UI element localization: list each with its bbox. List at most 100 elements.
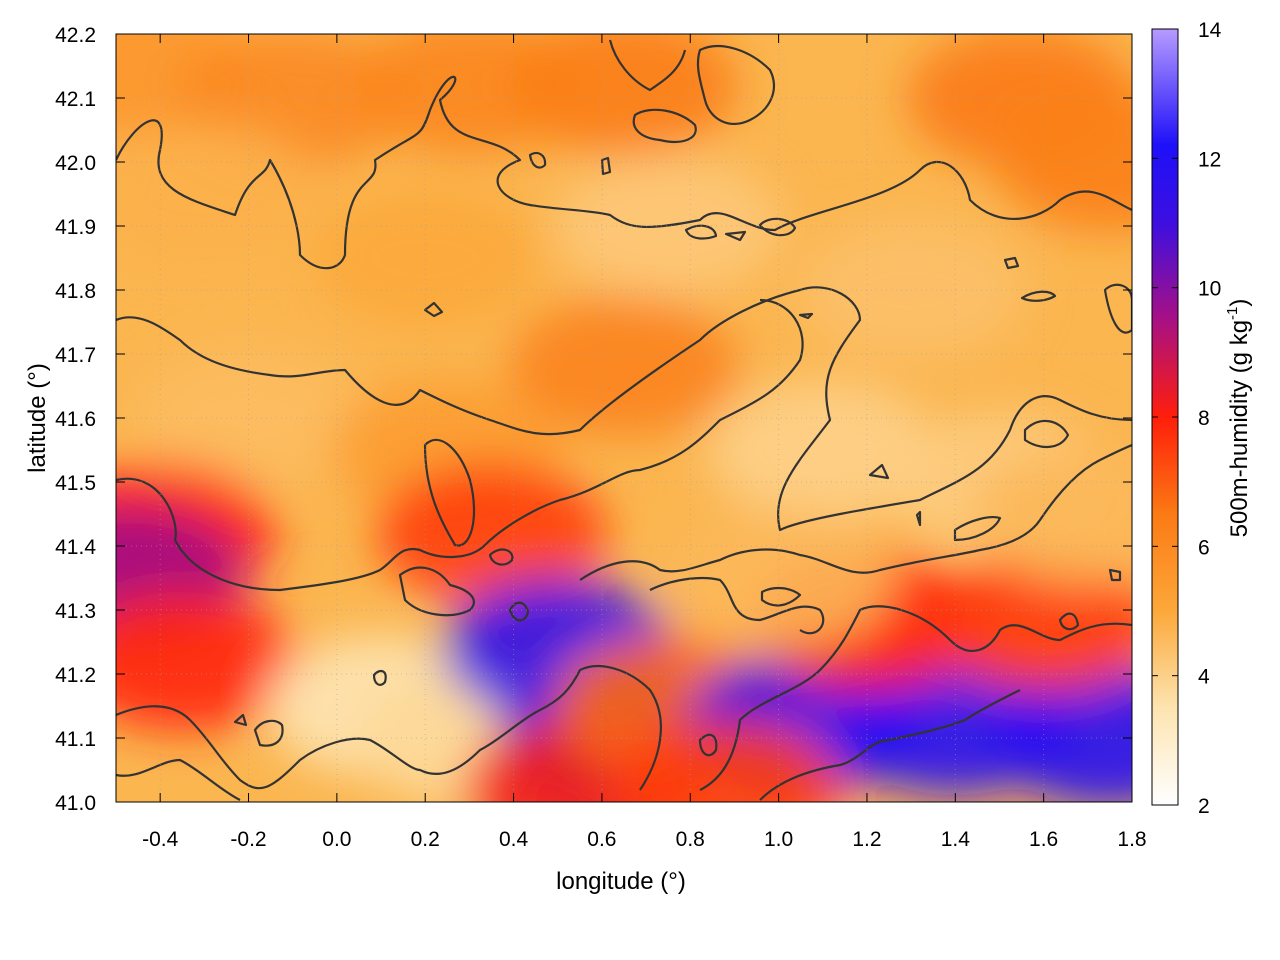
contour-line (758, 217, 797, 237)
contour-lines (116, 39, 1132, 801)
humidity-field-sample (994, 668, 1132, 802)
y-tick-label: 41.0 (55, 792, 96, 815)
y-tick-label: 41.8 (55, 280, 96, 303)
contour-line (632, 108, 697, 143)
y-tick-label: 42.0 (55, 152, 96, 175)
x-tick-label: 1.2 (852, 828, 881, 851)
x-tick-label: -0.2 (230, 828, 266, 851)
x-tick-label: 0.0 (322, 828, 351, 851)
contour-line (684, 224, 718, 240)
plot-area (115, 33, 1133, 803)
contour-line (1108, 568, 1122, 582)
y-tick-label: 41.1 (55, 728, 96, 751)
contour-line (579, 443, 1132, 581)
contour-line (488, 548, 514, 566)
colorbar-tick-marks (1152, 28, 1178, 806)
humidity-field-sample (707, 380, 938, 520)
y-tick-label: 41.4 (55, 536, 96, 559)
contour-line (253, 719, 284, 747)
humidity-field-sample (509, 296, 739, 437)
y-tick-label: 41.6 (55, 408, 96, 431)
humidity-field (116, 34, 1132, 802)
contour-line (600, 156, 612, 176)
contour-line (760, 586, 802, 607)
x-axis-label: longitude (°) (556, 868, 686, 895)
contour-line (699, 605, 1132, 791)
y-axis-label: latitude (°) (24, 363, 51, 473)
plot-frame (115, 33, 1133, 803)
humidity-field-sample (610, 719, 841, 802)
contour-line (1020, 290, 1057, 302)
humidity-field-sample (509, 34, 739, 156)
contour-line (116, 286, 1132, 532)
x-axis-tick-labels: -0.4 -0.2 0.0 0.2 0.4 0.6 0.8 1.0 1.2 1.4 1.6 1.8 (142, 828, 1147, 851)
colorbar-tick-label: 6 (1198, 536, 1210, 559)
colorbar-tick-labels: 2 4 6 8 10 12 14 (1198, 19, 1222, 818)
x-tick-label: 1.6 (1029, 828, 1058, 851)
x-tick-label: 0.6 (587, 828, 616, 851)
contour-line (398, 566, 475, 617)
contour-line (1103, 283, 1132, 334)
y-tick-label: 41.7 (55, 344, 96, 367)
humidity-field-sample (310, 188, 541, 328)
contour-line (423, 301, 444, 318)
contour-line (508, 601, 530, 622)
contour-line (649, 576, 825, 635)
humidity-field-sample (116, 124, 320, 264)
contour-line (915, 510, 922, 527)
x-tick-label: 0.4 (499, 828, 529, 851)
contour-line (698, 733, 718, 757)
humidity-field-sample (133, 348, 364, 488)
y-tick-label: 41.5 (55, 472, 96, 495)
contour-line (608, 39, 687, 92)
humidity-field-sample (994, 92, 1132, 232)
y-tick-label: 41.9 (55, 216, 96, 239)
contour-line (116, 665, 662, 791)
y-tick-label: 42.1 (55, 88, 96, 111)
contour-line (953, 516, 1002, 542)
colorbar-label-sup: -1 (1224, 307, 1241, 320)
contour-line (1058, 612, 1080, 631)
contour-line (116, 758, 241, 801)
x-tick-label: 1.8 (1117, 828, 1146, 851)
x-tick-label: 0.2 (411, 828, 440, 851)
y-tick-label: 42.2 (55, 24, 96, 47)
colorbar: 2 4 6 8 10 12 14 500m-humidity (g kg-1) (1151, 19, 1253, 818)
contour-line (724, 230, 747, 242)
colorbar-label: 500m-humidity (g kg-1) (1224, 299, 1253, 538)
contour-line (233, 713, 248, 727)
y-tick-label: 41.3 (55, 600, 96, 623)
contour-line (759, 689, 1021, 801)
y-tick-label: 41.2 (55, 664, 96, 687)
x-tick-label: 1.0 (764, 828, 793, 851)
colorbar-tick-label: 2 (1198, 795, 1210, 818)
contour-line (1023, 419, 1070, 448)
contour-line (372, 669, 387, 686)
contour-line (116, 298, 804, 592)
colorbar-label-base: 500m-humidity (g kg (1226, 320, 1253, 537)
humidity-field-sample (928, 552, 1132, 693)
humidity-field-sample (663, 508, 894, 648)
humidity-field-sample (972, 444, 1132, 584)
contour-line (1003, 256, 1020, 270)
grid-lines (116, 33, 1133, 803)
colorbar-tick-label: 10 (1198, 278, 1221, 301)
contour-line (798, 312, 814, 320)
x-tick-label: -0.4 (142, 828, 179, 851)
contour-line (696, 45, 775, 125)
y-axis-tick-labels: 41.0 41.1 41.2 41.3 41.4 41.5 41.6 41.7 41.8 41.9… (55, 24, 96, 815)
contour-line (528, 151, 547, 169)
colorbar-tick-label: 4 (1198, 666, 1210, 689)
colorbar-label-tail: ) (1226, 299, 1253, 307)
x-tick-label: 0.8 (676, 828, 705, 851)
colorbar-tick-label: 12 (1198, 148, 1221, 171)
contour-line (868, 463, 890, 480)
colorbar-tick-label: 14 (1198, 19, 1222, 42)
colorbar-tick-label: 8 (1198, 407, 1210, 430)
contour-line (423, 438, 476, 547)
humidity-field-patches (116, 34, 1132, 802)
contour-line (116, 75, 1132, 270)
x-tick-label: 1.4 (941, 828, 971, 851)
humidity-field-sample (116, 591, 298, 732)
